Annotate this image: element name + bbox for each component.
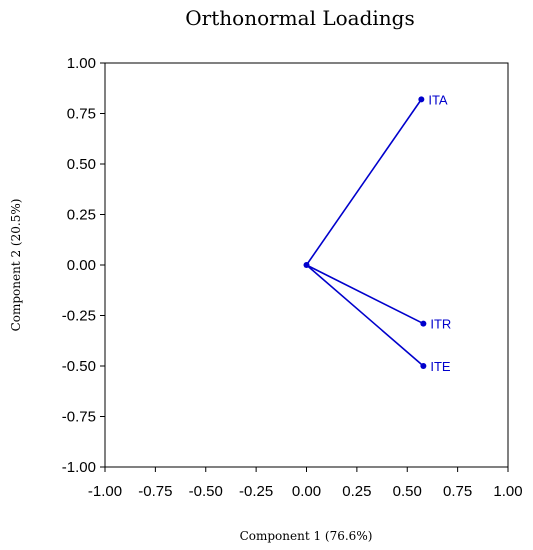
y-tick-label: -0.50 [62, 358, 96, 375]
x-tick-label: 0.75 [443, 483, 472, 500]
vector-line-ita [305, 98, 423, 266]
point-ite [420, 363, 427, 369]
x-tick-label: 0.25 [342, 483, 371, 500]
x-tick-label: -0.75 [138, 483, 172, 500]
y-axis-label: Component 2 (20.5%) [9, 199, 23, 332]
point-label-itr: ITR [430, 317, 451, 332]
point-itr [420, 320, 427, 327]
point-ita [418, 96, 425, 103]
origin-point [303, 262, 310, 268]
x-tick-label: 0.00 [292, 483, 321, 500]
y-tick-label: 0.00 [67, 257, 96, 274]
y-tick-label: 0.75 [67, 106, 96, 123]
x-axis-label: Component 1 (76.6%) [240, 529, 373, 543]
x-tick-label: -0.25 [239, 483, 273, 500]
y-tick-label: 1.00 [67, 55, 96, 72]
y-tick-label: 0.50 [67, 156, 96, 173]
y-tick-label: -0.25 [62, 308, 96, 325]
point-label-ita: ITA [428, 92, 448, 107]
x-axis-ticks: -1.00 -0.75 -0.50 -0.25 0.00 0.25 0.50 0.75 1.00 [88, 467, 523, 500]
vector-line-itr [306, 264, 424, 325]
y-tick-label: -1.00 [62, 459, 96, 476]
x-tick-label: -1.00 [88, 483, 122, 500]
x-tick-label: -0.50 [189, 483, 223, 500]
y-tick-label: 0.25 [67, 207, 96, 224]
vector-line-ite [305, 264, 424, 367]
loading-vectors: ITA ITR ITE [303, 92, 451, 374]
x-tick-label: 0.50 [393, 483, 422, 500]
y-tick-label: -0.75 [62, 409, 96, 426]
chart-title: Orthonormal Loadings [185, 6, 414, 30]
y-axis-ticks: 1.00 0.75 0.50 0.25 0.00 -0.25 -0.50 -0.75 -1.00 [62, 55, 105, 476]
point-label-ite: ITE [430, 359, 451, 374]
x-tick-label: 1.00 [493, 483, 522, 500]
